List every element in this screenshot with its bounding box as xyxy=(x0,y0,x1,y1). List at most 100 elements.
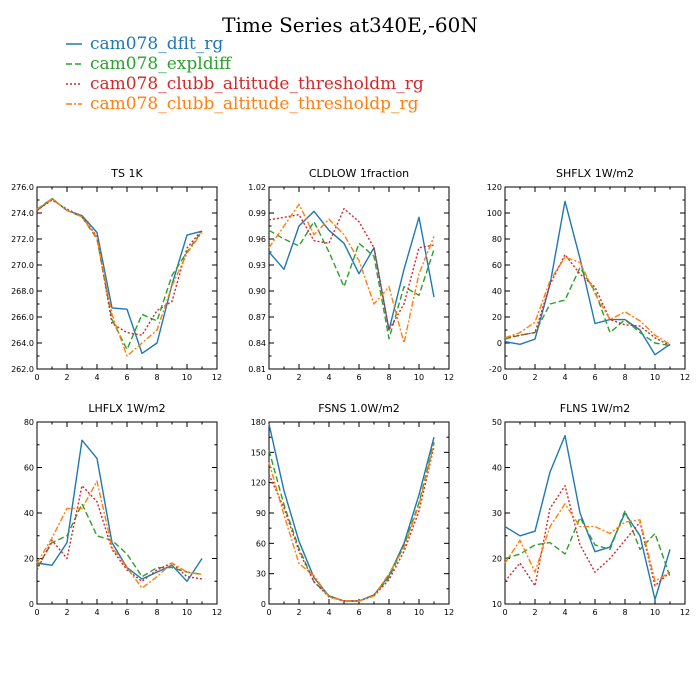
y-tick-label: 120 xyxy=(487,183,502,192)
x-tick-label: 2 xyxy=(296,373,301,382)
x-tick-label: 8 xyxy=(154,373,159,382)
series-line-cam078_dflt_rg xyxy=(268,210,435,331)
y-tick-label: 30 xyxy=(492,509,502,518)
figure-title: Time Series at340E,-60N xyxy=(222,13,478,37)
y-tick-label: 272.0 xyxy=(11,235,34,244)
series-line-cam078_expldiff xyxy=(36,197,203,351)
y-tick-label: 30 xyxy=(256,570,266,579)
legend-label: cam078_clubb_altitude_thresholdp_rg xyxy=(90,94,419,114)
x-tick-label: 0 xyxy=(34,373,39,382)
series-line-cam078_clubb_altitude_thresholdm_rg xyxy=(268,207,435,331)
x-tick-label: 8 xyxy=(622,373,627,382)
x-tick-label: 2 xyxy=(296,608,301,617)
y-tick-label: 100 xyxy=(487,209,502,218)
x-tick-label: 4 xyxy=(94,373,99,382)
y-tick-label: 262.0 xyxy=(11,365,34,374)
legend-entry: cam078_expldiff xyxy=(66,54,233,74)
series-line-cam078_clubb_altitude_thresholdp_rg xyxy=(268,203,435,344)
y-tick-label: 276.0 xyxy=(11,183,34,192)
plot-frame xyxy=(504,186,686,370)
x-tick-label: 0 xyxy=(502,373,507,382)
y-tick-label: 0 xyxy=(29,600,34,609)
panel-title: FSNS 1.0W/m2 xyxy=(318,402,400,415)
y-tick-label: 0.81 xyxy=(248,365,266,374)
y-tick-label: 266.0 xyxy=(11,313,34,322)
x-tick-label: 2 xyxy=(64,608,69,617)
x-tick-label: 4 xyxy=(562,608,567,617)
x-tick-label: 6 xyxy=(356,608,361,617)
x-tick-label: 12 xyxy=(212,373,222,382)
series-line-cam078_expldiff xyxy=(504,510,671,577)
x-tick-label: 8 xyxy=(622,608,627,617)
x-tick-label: 8 xyxy=(386,373,391,382)
x-tick-label: 4 xyxy=(562,373,567,382)
y-tick-label: 60 xyxy=(256,539,266,548)
x-tick-label: 12 xyxy=(444,373,454,382)
x-tick-label: 6 xyxy=(592,373,597,382)
series-line-cam078_clubb_altitude_thresholdp_rg xyxy=(504,256,671,345)
x-tick-label: 0 xyxy=(266,608,271,617)
x-tick-label: 0 xyxy=(266,373,271,382)
legend-label: cam078_dflt_rg xyxy=(90,34,223,54)
x-tick-label: 10 xyxy=(414,373,424,382)
chart-panels: TS 1K 0 2 4 6 8 10 12 262.0 264.0 266.0 268.0 270.0 2… xyxy=(11,167,690,617)
y-tick-label: 0 xyxy=(497,339,502,348)
x-tick-label: 8 xyxy=(386,608,391,617)
x-tick-label: 4 xyxy=(326,608,331,617)
legend-entry: cam078_clubb_altitude_thresholdm_rg xyxy=(66,74,424,94)
x-tick-label: 10 xyxy=(650,608,660,617)
x-tick-label: 8 xyxy=(154,608,159,617)
series-line-cam078_dflt_rg xyxy=(504,434,671,601)
x-tick-label: 6 xyxy=(124,608,129,617)
chart-panel: LHFLX 1W/m2 0 2 4 6 8 10 12 0 20 40 60 80 xyxy=(24,402,222,617)
x-tick-label: 6 xyxy=(356,373,361,382)
y-tick-label: 80 xyxy=(492,235,502,244)
x-tick-label: 6 xyxy=(124,373,129,382)
x-tick-label: 0 xyxy=(34,608,39,617)
y-tick-label: 0.93 xyxy=(248,261,266,270)
x-tick-label: 2 xyxy=(64,373,69,382)
x-tick-label: 0 xyxy=(502,608,507,617)
legend-entry: cam078_dflt_rg xyxy=(66,34,223,54)
y-tick-label: 180 xyxy=(251,418,266,427)
series-line-cam078_clubb_altitude_thresholdp_rg xyxy=(504,503,671,582)
y-tick-label: 120 xyxy=(251,479,266,488)
y-tick-label: 150 xyxy=(251,448,266,457)
y-tick-label: -20 xyxy=(489,365,502,374)
chart-panel: FLNS 1W/m2 0 2 4 6 8 10 12 10 20 30 40 50 xyxy=(492,402,690,617)
y-tick-label: 50 xyxy=(492,418,502,427)
legend-label: cam078_clubb_altitude_thresholdm_rg xyxy=(90,74,424,94)
y-tick-label: 268.0 xyxy=(11,287,34,296)
legend: cam078_dflt_rgcam078_expldiffcam078_club… xyxy=(66,34,424,114)
x-tick-label: 4 xyxy=(94,608,99,617)
y-tick-label: 270.0 xyxy=(11,261,34,270)
series-line-cam078_clubb_altitude_thresholdp_rg xyxy=(268,444,435,602)
y-tick-label: 10 xyxy=(492,600,502,609)
x-tick-label: 12 xyxy=(680,373,690,382)
chart-panel: TS 1K 0 2 4 6 8 10 12 262.0 264.0 266.0 268.0 270.0 2… xyxy=(11,167,222,382)
y-tick-label: 90 xyxy=(256,509,266,518)
y-tick-label: 20 xyxy=(492,313,502,322)
y-tick-label: 0.96 xyxy=(248,235,266,244)
y-tick-label: 40 xyxy=(492,287,502,296)
x-tick-label: 2 xyxy=(532,373,537,382)
plot-frame xyxy=(36,186,218,370)
series-line-cam078_expldiff xyxy=(268,220,435,340)
plot-frame xyxy=(268,421,450,605)
series-line-cam078_clubb_altitude_thresholdm_rg xyxy=(36,485,203,582)
y-tick-label: 0.99 xyxy=(248,209,266,218)
y-tick-label: 0.90 xyxy=(248,287,266,296)
y-tick-label: 20 xyxy=(492,555,502,564)
y-tick-label: 60 xyxy=(492,261,502,270)
y-tick-label: 0 xyxy=(261,600,266,609)
x-tick-label: 10 xyxy=(414,608,424,617)
y-tick-label: 0.87 xyxy=(248,313,266,322)
chart-panel: CLDLOW 1fraction 0 2 4 6 8 10 12 0.81 0.84 0.87 0.9… xyxy=(248,167,454,382)
panel-title: LHFLX 1W/m2 xyxy=(88,402,165,415)
series-line-cam078_dflt_rg xyxy=(36,439,203,582)
x-tick-label: 2 xyxy=(532,608,537,617)
series-line-cam078_clubb_altitude_thresholdm_rg xyxy=(504,253,671,347)
